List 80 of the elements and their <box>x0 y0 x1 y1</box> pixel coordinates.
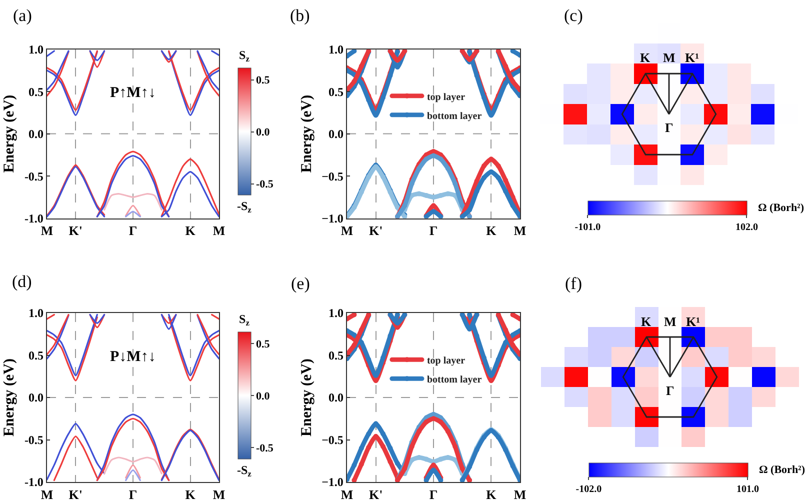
y-tick-label: -0.5 <box>24 169 44 184</box>
color-bar-title: Ω (Borh²) <box>758 202 804 214</box>
color-bar-label: -0.5 <box>256 178 274 191</box>
x-tick-label: K <box>486 486 498 502</box>
x-tick-label: M <box>340 223 354 238</box>
x-tick-label: M <box>212 223 226 238</box>
y-tick-label: 0.0 <box>328 127 344 141</box>
annotation: P↑M↑↓ <box>110 85 156 101</box>
y-tick-label: 0.5 <box>28 348 44 362</box>
color-bar-title: Ω (Borh²) <box>759 464 806 476</box>
annotation: M <box>664 314 676 329</box>
y-tick-label: 0.0 <box>28 127 44 141</box>
x-tick-label: K' <box>368 223 383 238</box>
y-tick-label: -0.5 <box>24 432 44 447</box>
y-tick-label: 0.5 <box>28 84 44 99</box>
color-bar-title: S$_{z}$ <box>239 48 250 64</box>
legend-label: top layer <box>426 92 466 103</box>
y-tick-label: 0.5 <box>328 348 344 362</box>
y-tick-label: −1.0 <box>322 475 344 490</box>
annotation: Γ <box>665 120 674 135</box>
color-bar-label: 0.0 <box>256 126 270 139</box>
color-bar-label: 101.0 <box>736 484 759 495</box>
color-bar-label: -101.0 <box>574 222 601 233</box>
chart-title: (e) <box>291 274 310 293</box>
chart-title: (d) <box>12 272 32 291</box>
legend-label: bottom layer <box>426 110 482 122</box>
x-tick-label: M <box>40 486 54 502</box>
chart-title: (c) <box>564 6 583 25</box>
y-tick-label: 1.0 <box>328 42 344 56</box>
color-bar-label: 0.5 <box>256 74 270 87</box>
x-tick-label: K' <box>68 486 83 502</box>
text: -S$_{z}$ <box>237 463 252 479</box>
y-tick-label: 1.0 <box>328 306 344 320</box>
color-bar-label: 0.0 <box>256 390 270 402</box>
y-tick-label: 0.5 <box>328 84 344 99</box>
color-bar-label: 0.5 <box>256 338 270 350</box>
annotation: Γ <box>666 383 674 398</box>
annotation: K¹ <box>686 314 700 329</box>
y-axis-title: Energy (eV) <box>2 94 18 173</box>
y-axis-title: Energy (eV) <box>298 358 315 436</box>
color-bar-label: -102.0 <box>576 484 602 495</box>
legend-label: top layer <box>426 356 466 367</box>
x-tick-label: Γ <box>128 486 138 502</box>
y-tick-label: −0.5 <box>322 169 344 184</box>
y-axis-title: Energy (eV) <box>298 94 315 173</box>
annotation: K <box>640 50 651 65</box>
x-tick-label: K <box>486 223 498 238</box>
y-tick-label: 0.0 <box>328 390 344 405</box>
x-tick-label: M <box>212 486 226 502</box>
x-tick-label: K <box>185 223 196 238</box>
annotation: K <box>641 314 652 329</box>
annotation: M <box>663 50 676 65</box>
x-tick-label: M <box>514 223 526 238</box>
color-bar-title: S$_{z}$ <box>239 312 250 328</box>
color-bar-label: 102.0 <box>735 222 758 233</box>
legend-label: bottom layer <box>426 374 482 386</box>
x-tick-label: Γ <box>429 223 438 238</box>
x-tick-label: K' <box>68 223 83 238</box>
x-tick-label: Γ <box>429 486 438 502</box>
y-tick-label: −0.5 <box>322 432 344 447</box>
x-tick-label: Γ <box>128 223 138 238</box>
x-tick-label: K <box>185 486 196 502</box>
x-tick-label: M <box>340 486 354 502</box>
y-tick-label: 1.0 <box>28 306 44 320</box>
chart-title: (b) <box>290 6 310 25</box>
text: -S$_{z}$ <box>237 199 252 215</box>
y-axis-title: Energy (eV) <box>2 358 18 436</box>
x-tick-label: M <box>40 223 54 238</box>
chart-title: (a) <box>13 6 32 25</box>
x-tick-label: K' <box>368 486 383 502</box>
y-tick-label: -1.0 <box>24 475 44 490</box>
x-tick-label: M <box>514 486 526 502</box>
y-tick-label: −1.0 <box>322 212 344 226</box>
annotation: P↓M↑↓ <box>110 349 156 365</box>
chart-title: (f) <box>565 274 582 293</box>
y-tick-label: 0.0 <box>28 390 44 405</box>
y-tick-label: 1.0 <box>28 42 44 56</box>
color-bar-label: -0.5 <box>256 442 274 454</box>
annotation: K¹ <box>685 50 700 65</box>
y-tick-label: -1.0 <box>24 212 44 226</box>
